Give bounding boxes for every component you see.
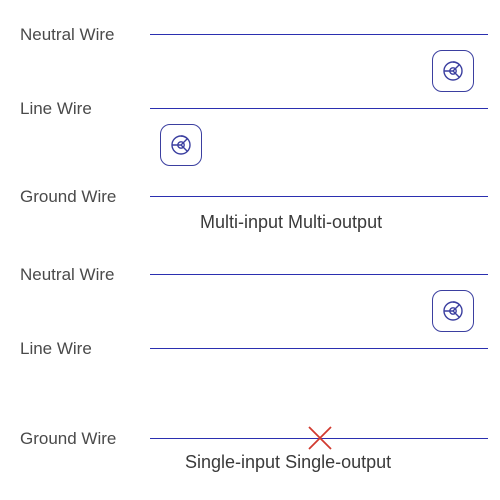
label-ground-wire-2: Ground Wire <box>20 428 130 450</box>
line-line-1 <box>150 108 488 109</box>
line-neutral-1 <box>150 34 488 35</box>
caption-multi-io: Multi-input Multi-output <box>200 212 382 233</box>
swirl-icon <box>441 299 465 323</box>
label-ground-wire-1: Ground Wire <box>20 186 130 208</box>
swirl-icon <box>441 59 465 83</box>
swirl-icon <box>169 133 193 157</box>
line-line-2 <box>150 348 488 349</box>
line-neutral-2 <box>150 274 488 275</box>
label-line-wire-2: Line Wire <box>20 338 130 360</box>
label-line-wire-1: Line Wire <box>20 98 130 120</box>
device-icon-box-2 <box>160 124 202 166</box>
x-mark-icon <box>306 424 334 452</box>
device-icon-box-1 <box>432 50 474 92</box>
device-icon-box-3 <box>432 290 474 332</box>
line-ground-1 <box>150 196 488 197</box>
caption-single-io: Single-input Single-output <box>185 452 391 473</box>
label-neutral-wire-1: Neutral Wire <box>20 24 130 46</box>
wiring-diagram: Neutral Wire Line Wire Ground Wire Multi… <box>0 0 500 500</box>
label-neutral-wire-2: Neutral Wire <box>20 264 130 286</box>
